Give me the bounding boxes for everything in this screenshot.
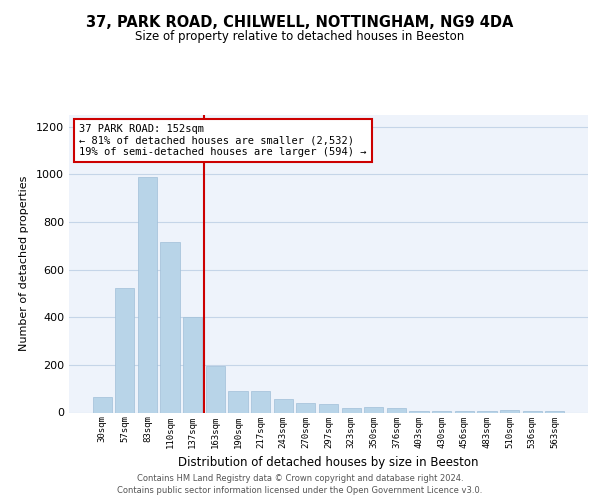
Bar <box>341 408 361 412</box>
Bar <box>364 408 383 412</box>
Bar <box>274 399 293 412</box>
Bar <box>92 397 112 412</box>
Text: Contains HM Land Registry data © Crown copyright and database right 2024.: Contains HM Land Registry data © Crown c… <box>137 474 463 483</box>
Bar <box>296 402 316 412</box>
Y-axis label: Number of detached properties: Number of detached properties <box>19 176 29 352</box>
Bar <box>251 391 270 412</box>
Bar <box>206 366 225 412</box>
Bar <box>500 410 519 412</box>
Bar <box>160 242 180 412</box>
Text: 37 PARK ROAD: 152sqm
← 81% of detached houses are smaller (2,532)
19% of semi-de: 37 PARK ROAD: 152sqm ← 81% of detached h… <box>79 124 367 157</box>
X-axis label: Distribution of detached houses by size in Beeston: Distribution of detached houses by size … <box>178 456 479 469</box>
Text: Size of property relative to detached houses in Beeston: Size of property relative to detached ho… <box>136 30 464 43</box>
Bar <box>183 318 202 412</box>
Bar <box>115 288 134 412</box>
Bar <box>138 177 157 412</box>
Bar <box>319 404 338 412</box>
Text: Contains public sector information licensed under the Open Government Licence v3: Contains public sector information licen… <box>118 486 482 495</box>
Bar <box>229 391 248 412</box>
Bar <box>387 408 406 412</box>
Text: 37, PARK ROAD, CHILWELL, NOTTINGHAM, NG9 4DA: 37, PARK ROAD, CHILWELL, NOTTINGHAM, NG9… <box>86 15 514 30</box>
